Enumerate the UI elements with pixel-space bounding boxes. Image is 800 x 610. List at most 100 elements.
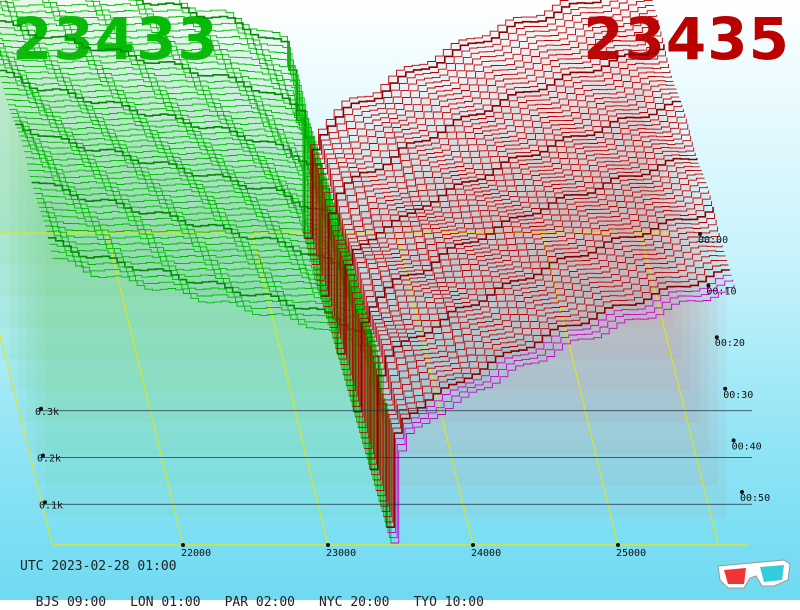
ask-surface-fill: [356, 166, 700, 423]
bid-depth-line: [48, 0, 311, 260]
bid-depth-line: [22, 145, 362, 438]
ask-surface-fill: [302, 0, 646, 233]
ask-depth-line: [353, 157, 698, 413]
bid-depth-line: [0, 75, 340, 360]
depth-tick-dot: [41, 453, 45, 458]
ask-depth-line: [305, 0, 619, 244]
bid-depth-line: [49, 243, 389, 533]
ask-depth-line: [382, 254, 726, 512]
ask-depth-line: [308, 0, 653, 255]
floor-right-edge: [640, 232, 719, 546]
bid-depth-line: [0, 38, 326, 312]
bid-depth-line: [48, 237, 388, 528]
time-tick-label: 00:20: [715, 338, 745, 349]
bid-depth-line: [7, 104, 347, 386]
ask-depth-line: [376, 233, 720, 491]
bid-depth-line: [0, 59, 335, 344]
bid-depth-line: [0, 54, 334, 339]
time-tick-dot: [731, 438, 736, 443]
bid-depth-line: [36, 197, 375, 486]
ask-depth-line: [344, 124, 689, 381]
price-tick-label: 23000: [326, 548, 356, 559]
bid-depth-line: [3, 87, 343, 370]
ask-depth-line: [334, 92, 678, 344]
bid-depth-line: [15, 123, 355, 412]
floor-grid-line: [251, 232, 329, 546]
floor-grid-line: [541, 232, 619, 546]
ask-depth-line: [302, 0, 569, 234]
time-tick-label: 00:10: [706, 287, 736, 298]
bid-depth-line: [0, 20, 322, 297]
time-tick-dot: [698, 232, 702, 236]
ask-depth-line: [355, 162, 699, 418]
ask-depth-line: [310, 4, 654, 260]
ask-depth-line: [362, 182, 707, 444]
time-tick-label: 00:00: [698, 235, 728, 246]
price-tick-dot: [471, 543, 475, 547]
ask-depth-line: [343, 118, 687, 376]
ask-depth-line: [374, 226, 719, 486]
bid-surface-fill: [0, 52, 330, 328]
ask-depth-line: [368, 201, 713, 465]
time-tick-label: 00:30: [723, 390, 753, 401]
ask-depth-line: [325, 64, 669, 313]
ask-depth-line: [340, 109, 684, 365]
bid-depth-line: [0, 0, 316, 275]
ask-depth-line: [361, 177, 705, 439]
time-tick-label: 00:40: [732, 441, 762, 452]
bid-depth-line: [85, 0, 310, 254]
bid-depth-line: [18, 131, 358, 423]
ask-surface-fill: [374, 226, 718, 486]
ask-depth-line: [304, 0, 602, 240]
bid-depth-line: [21, 140, 361, 433]
depth-tick-dot: [43, 500, 47, 505]
ask-depth-line: [373, 219, 717, 481]
bid-depth-line: [9, 108, 349, 391]
bid-depth-line: [0, 32, 325, 307]
3d-glasses-icon[interactable]: [714, 556, 794, 592]
ask-depth-line: [352, 152, 696, 407]
price-tick-dot: [181, 543, 185, 547]
ask-surface-fill: [311, 10, 655, 265]
floor-grid-line: [106, 232, 184, 546]
ask-depth-line: [316, 25, 660, 281]
bid-depth-line: [46, 231, 386, 522]
price-tick-label: 22000: [181, 548, 211, 559]
time-tick-dot: [740, 490, 744, 494]
bid-depth-line: [5, 0, 314, 270]
timezone-bar: BJS 09:00 LON 01:00 PAR 02:00 NYC 20:00 TYO …: [20, 580, 508, 610]
ask-depth-line: [349, 141, 693, 397]
bid-depth-line: [1, 81, 341, 365]
price-tick-dot: [326, 543, 330, 547]
depth-tick-dot: [39, 406, 43, 411]
ask-depth-line: [387, 274, 732, 533]
ask-depth-line: [323, 57, 668, 308]
ask-depth-line: [317, 31, 662, 286]
time-tick-dot: [723, 386, 728, 391]
ask-depth-line: [359, 173, 704, 434]
bid-depth-line: [31, 181, 371, 470]
depth-tick-label: 0.3k: [35, 407, 59, 418]
bid-depth-line: [19, 135, 359, 428]
bid-depth-line: [0, 1, 317, 281]
bid-depth-line: [52, 257, 392, 543]
ask-depth-line: [379, 245, 723, 502]
timezone-lon: LON 01:00: [130, 595, 201, 610]
ask-depth-line: [329, 80, 674, 329]
ask-depth-line: [313, 14, 657, 271]
price-tick-dot: [616, 543, 620, 547]
time-tick-dot: [714, 335, 719, 340]
bid-depth-line: [0, 27, 323, 302]
ask-depth-line: [367, 195, 711, 460]
ask-depth-line: [377, 239, 722, 497]
bid-depth-line: [11, 0, 313, 265]
ask-depth-line: [380, 250, 725, 507]
ask-depth-line: [389, 279, 733, 539]
bid-depth-line: [33, 187, 372, 475]
bid-depth-line: [0, 49, 332, 333]
utc-time: UTC 2023-02-28 01:00: [20, 559, 177, 574]
ask-depth-line: [365, 190, 710, 455]
ask-depth-line: [341, 113, 686, 371]
ask-depth-line: [358, 169, 702, 428]
